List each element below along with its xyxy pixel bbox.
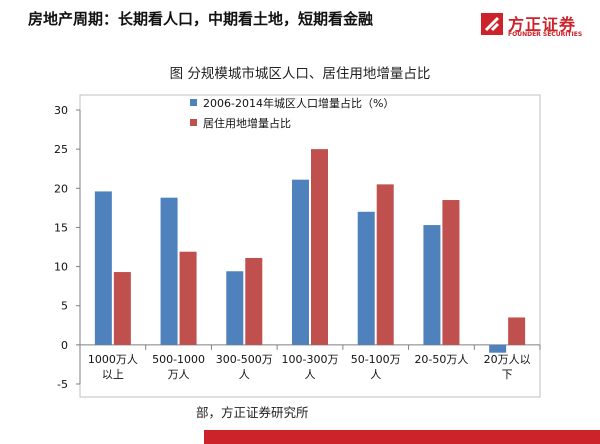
- legend-swatch: [190, 99, 197, 106]
- category-label: 100-300万: [282, 353, 339, 366]
- bar-series-1: [357, 211, 375, 345]
- logo-name-cn: 方正证券: [508, 15, 577, 34]
- y-tick-label: 25: [54, 143, 68, 156]
- category-label: 1000万人: [88, 353, 138, 366]
- category-label: 人: [305, 368, 316, 381]
- y-tick-label: 20: [54, 182, 68, 195]
- bar-series-1: [94, 191, 112, 345]
- y-tick-label: 5: [61, 300, 68, 313]
- category-label: 下: [502, 368, 513, 381]
- logo-name-en: FOUNDER SECURITIES: [508, 31, 583, 38]
- legend-label: 2006-2014年城区人口增量占比（%）: [203, 96, 394, 110]
- y-tick-label: 0: [61, 339, 68, 352]
- y-tick-label: 30: [54, 104, 68, 117]
- logo-mark-icon: [481, 13, 503, 35]
- bar-series-2: [508, 317, 526, 345]
- bar-series-2: [376, 184, 394, 345]
- bar-series-1: [423, 225, 441, 345]
- category-label: 20万人以: [484, 353, 531, 366]
- chart-title: 图 分规模城市城区人口、居住用地增量占比: [169, 66, 431, 82]
- source-note: 部，方正证券研究所: [196, 405, 309, 420]
- plot-frame: [79, 94, 541, 398]
- y-tick-label: -5: [57, 378, 68, 391]
- bar-series-2: [113, 272, 131, 345]
- y-tick-label: 15: [54, 221, 68, 234]
- category-label: 人: [239, 368, 250, 381]
- footer-accent-bar: [204, 430, 600, 444]
- y-tick-label: 10: [54, 261, 68, 274]
- company-logo: 方正证券 FOUNDER SECURITIES: [480, 10, 592, 44]
- category-label: 50-100万: [351, 353, 401, 366]
- category-label: 20-50万人: [414, 353, 468, 366]
- category-label: 300-500万: [216, 353, 273, 366]
- page-title: 房地产周期：长期看人口，中期看土地，短期看金融: [28, 10, 374, 28]
- category-label: 以上: [102, 368, 124, 381]
- legend-label: 居住用地增量占比: [203, 116, 291, 130]
- legend-swatch: [190, 119, 197, 126]
- bar-series-2: [311, 149, 328, 345]
- bar-series-2: [245, 257, 263, 345]
- bar-series-1: [160, 197, 178, 345]
- bar-series-1: [226, 271, 244, 345]
- bar-series-2: [179, 251, 197, 345]
- category-label: 500-1000: [152, 353, 205, 366]
- category-label: 人: [370, 368, 381, 381]
- bar-series-1: [292, 179, 309, 345]
- bar-series-2: [442, 200, 460, 345]
- category-label: 万人: [168, 368, 190, 381]
- bar-series-1: [489, 344, 507, 353]
